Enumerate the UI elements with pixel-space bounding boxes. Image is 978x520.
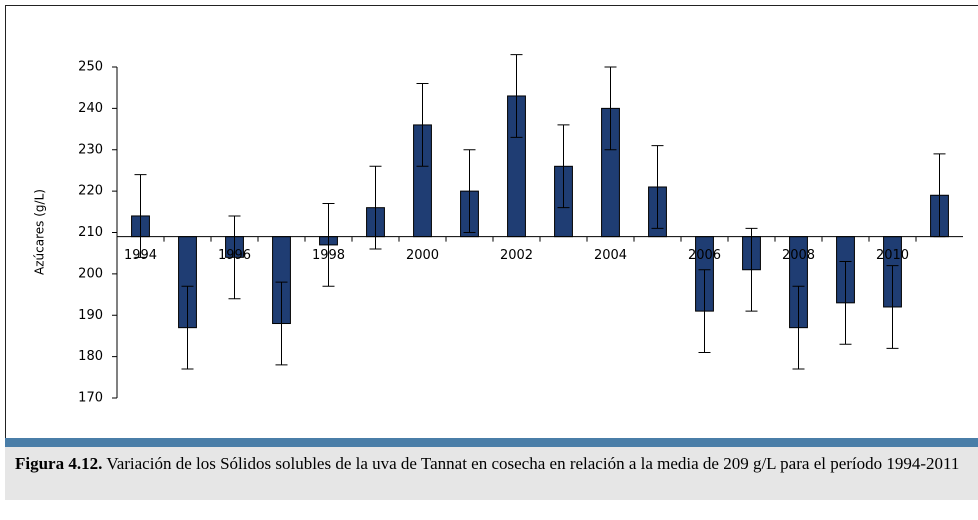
error-bar [181, 285, 194, 370]
error-bar [369, 165, 382, 250]
chart: Azúcares (g/L) 170 180 190 200 210 220 230 240 2… [5, 5, 978, 440]
y-tick-label: 200 [78, 266, 103, 281]
y-tick-label: 250 [78, 60, 103, 75]
y-tick-label: 170 [78, 391, 103, 406]
y-tick-label: 230 [78, 142, 103, 157]
caption-strip [5, 438, 978, 447]
caption-label: Figura 4.12. [15, 454, 103, 473]
error-bar [510, 54, 523, 138]
x-tick-label: 2010 [876, 248, 909, 263]
x-tick-label: 1998 [312, 248, 345, 263]
error-bar [698, 269, 711, 353]
y-tick-label: 180 [78, 349, 103, 364]
error-bar [322, 203, 335, 287]
x-tick-label: 2000 [406, 248, 439, 263]
x-tick-label: 2004 [594, 248, 627, 263]
y-tick-label: 190 [78, 308, 103, 323]
y-axis-label: Azúcares (g/L) [33, 189, 47, 275]
error-bar [792, 285, 805, 370]
error-bar [228, 215, 241, 300]
x-tick-label: 2002 [500, 248, 533, 263]
error-bar [275, 281, 288, 366]
x-tick-label: 1994 [124, 248, 157, 263]
error-bar [745, 227, 758, 312]
x-tick-label: 1996 [218, 248, 251, 263]
error-bar [134, 174, 147, 258]
x-tick-label: 2006 [688, 248, 721, 263]
error-bar [604, 66, 617, 151]
y-tick-label: 210 [78, 225, 103, 240]
caption-text: Variación de los Sólidos solubles de la … [106, 454, 960, 473]
error-bar [463, 149, 476, 233]
error-bar [651, 145, 664, 229]
error-bar [839, 260, 852, 345]
y-tick-label: 220 [78, 184, 103, 199]
chart-frame [5, 5, 978, 440]
error-bar [416, 83, 429, 167]
x-tick-label: 2008 [782, 248, 815, 263]
error-bar [886, 265, 899, 349]
caption: Figura 4.12. Variación de los Sólidos so… [5, 447, 978, 500]
error-bar [557, 124, 570, 209]
y-tick-label: 240 [78, 101, 103, 116]
